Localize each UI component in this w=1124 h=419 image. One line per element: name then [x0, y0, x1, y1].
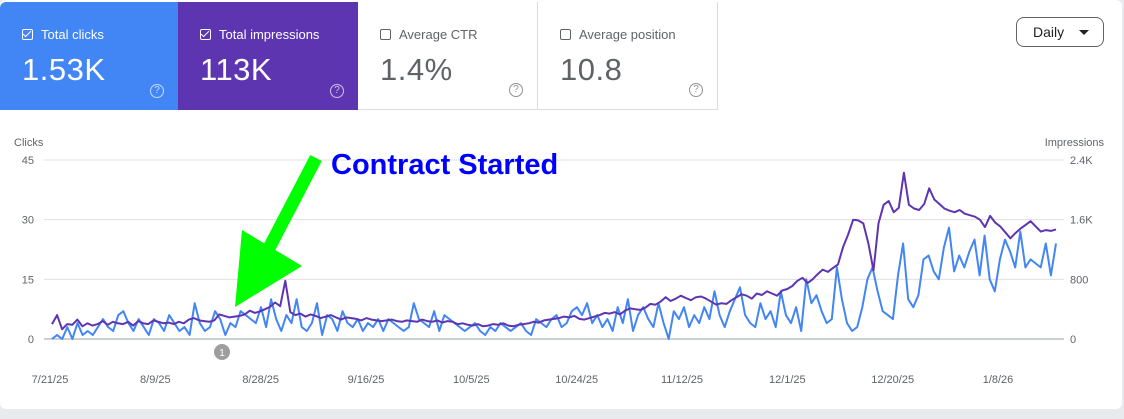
- help-icon[interactable]: ?: [330, 84, 344, 98]
- right-tick-label: 1.6K: [1070, 215, 1093, 227]
- checkbox-checked-icon[interactable]: [200, 28, 211, 40]
- metric-label: Total impressions: [219, 26, 320, 42]
- metric-value: 113K: [200, 52, 273, 87]
- event-marker-label: 1: [219, 348, 225, 359]
- metric-card-average-ctr[interactable]: Average CTR 1.4% ?: [358, 2, 538, 110]
- right-tick-label: 800: [1070, 274, 1088, 286]
- annotation-arrow-shaft: [262, 154, 322, 254]
- left-tick-label: 45: [22, 155, 34, 167]
- annotation-arrow-head: [235, 230, 302, 307]
- left-tick-label: 0: [28, 334, 34, 346]
- x-tick-label: 8/9/25: [140, 374, 171, 386]
- x-tick-label: 11/12/25: [661, 374, 703, 386]
- x-tick-label: 12/1/25: [769, 374, 806, 386]
- period-dropdown-value: Daily: [1033, 24, 1065, 40]
- help-icon[interactable]: ?: [150, 84, 164, 98]
- x-tick-label: 10/5/25: [453, 374, 490, 386]
- left-tick-label: 15: [22, 274, 34, 286]
- help-icon[interactable]: ?: [509, 83, 523, 97]
- x-tick-label: 10/24/25: [555, 374, 598, 386]
- x-tick-label: 1/8/26: [983, 374, 1014, 386]
- x-tick-label: 12/20/25: [871, 374, 914, 386]
- metric-card-average-position[interactable]: Average position 10.8 ?: [538, 2, 718, 110]
- metric-value: 1.53K: [22, 52, 106, 87]
- chevron-down-icon: [1079, 30, 1089, 35]
- help-icon[interactable]: ?: [689, 83, 703, 97]
- checkbox-unchecked-icon[interactable]: [560, 28, 571, 40]
- left-axis-title: Clicks: [14, 137, 44, 149]
- series-line-clicks: [51, 226, 1057, 340]
- right-axis-title: Impressions: [1045, 137, 1105, 149]
- x-tick-label: 9/16/25: [348, 374, 385, 386]
- metric-card-total-impressions[interactable]: Total impressions 113K ?: [178, 2, 358, 110]
- right-tick-label: 0: [1070, 334, 1076, 346]
- metric-value: 10.8: [560, 52, 623, 87]
- metric-label: Total clicks: [41, 26, 104, 42]
- annotation-text: Contract Started: [331, 149, 558, 181]
- event-marker: [214, 344, 230, 360]
- checkbox-checked-icon[interactable]: [22, 28, 33, 40]
- right-tick-label: 2.4K: [1070, 155, 1093, 167]
- checkbox-unchecked-icon[interactable]: [380, 28, 391, 40]
- series-line-impressions: [51, 171, 1057, 331]
- metric-label: Average position: [579, 26, 676, 42]
- metric-card-total-clicks[interactable]: Total clicks 1.53K ?: [0, 2, 178, 110]
- left-tick-label: 30: [22, 215, 34, 227]
- x-tick-label: 7/21/25: [32, 374, 69, 386]
- x-tick-label: 8/28/25: [242, 374, 279, 386]
- metric-label: Average CTR: [399, 26, 478, 42]
- period-dropdown[interactable]: Daily: [1016, 17, 1104, 47]
- metric-value: 1.4%: [380, 52, 453, 87]
